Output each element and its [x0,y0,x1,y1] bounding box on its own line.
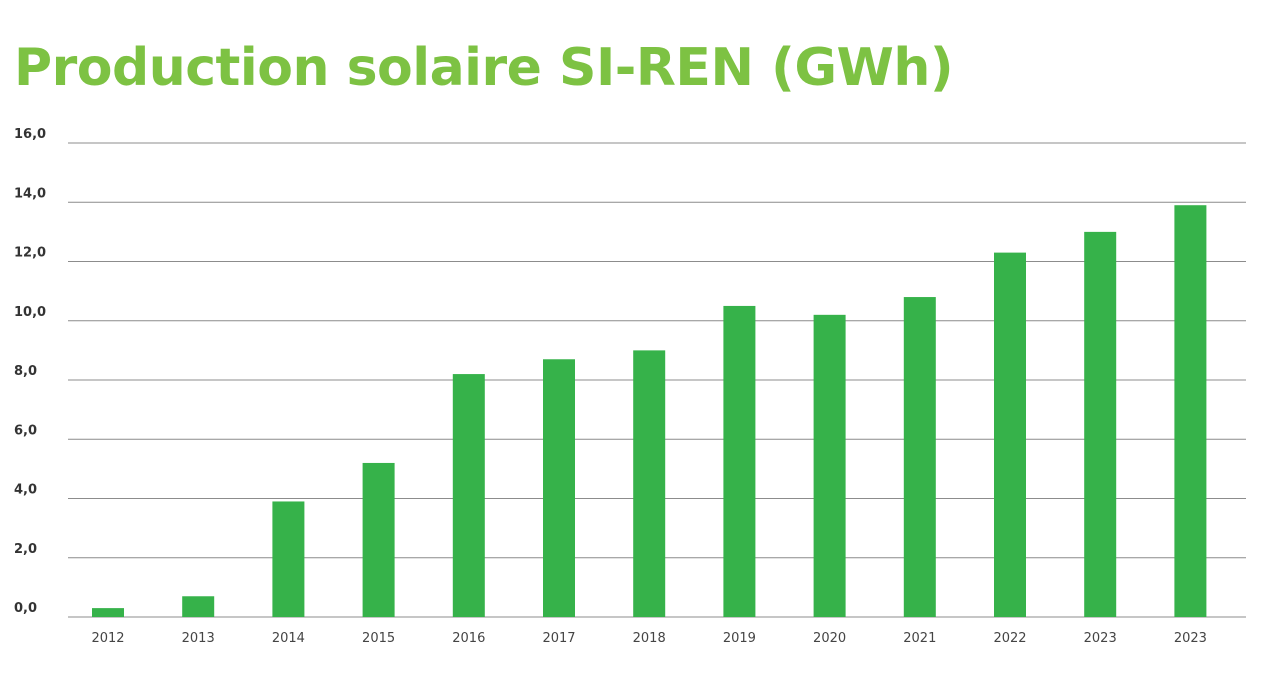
x-axis-ticks: 2012 2013 2014 2015 2016 2017 2018 2019 2020 2021… [91,631,1206,646]
y-tick-label: 8,0 [14,364,37,379]
x-tick-label: 2013 [182,631,215,646]
x-tick-label: 2021 [903,631,936,646]
bar [1174,205,1207,617]
bar [633,350,666,617]
x-tick-label: 2020 [813,631,846,646]
bar [723,305,756,617]
y-tick-label: 14,0 [14,186,46,201]
y-tick-label: 6,0 [14,423,37,438]
y-axis-ticks: 0,0 2,0 4,0 6,0 8,0 10,0 12,0 14,0 16,0 [14,127,46,616]
y-tick-label: 4,0 [14,483,37,498]
bar [452,374,485,617]
bar [362,462,395,617]
x-tick-label: 2012 [91,631,124,646]
x-tick-label: 2018 [633,631,666,646]
bars [92,205,1207,618]
x-tick-label: 2014 [272,631,305,646]
y-tick-label: 16,0 [14,127,46,142]
chart-title: Production solaire SI-REN (GWh) [14,38,954,98]
bar [994,252,1026,618]
y-tick-label: 12,0 [14,246,46,261]
bar [813,314,846,617]
x-tick-label: 2015 [362,631,395,646]
x-tick-label: 2016 [452,631,485,646]
y-tick-label: 0,0 [14,601,37,616]
bar [182,596,215,617]
y-tick-label: 10,0 [14,305,46,320]
bar [903,297,936,617]
bar [1084,231,1117,617]
bar [543,359,575,617]
x-tick-label: 2017 [542,631,575,646]
x-tick-label: 2022 [993,631,1026,646]
x-tick-label: 2019 [723,631,756,646]
bar [272,501,305,617]
x-tick-label: 2023 [1174,631,1207,646]
x-tick-label: 2023 [1084,631,1117,646]
y-tick-label: 2,0 [14,542,37,557]
bar [92,608,124,617]
